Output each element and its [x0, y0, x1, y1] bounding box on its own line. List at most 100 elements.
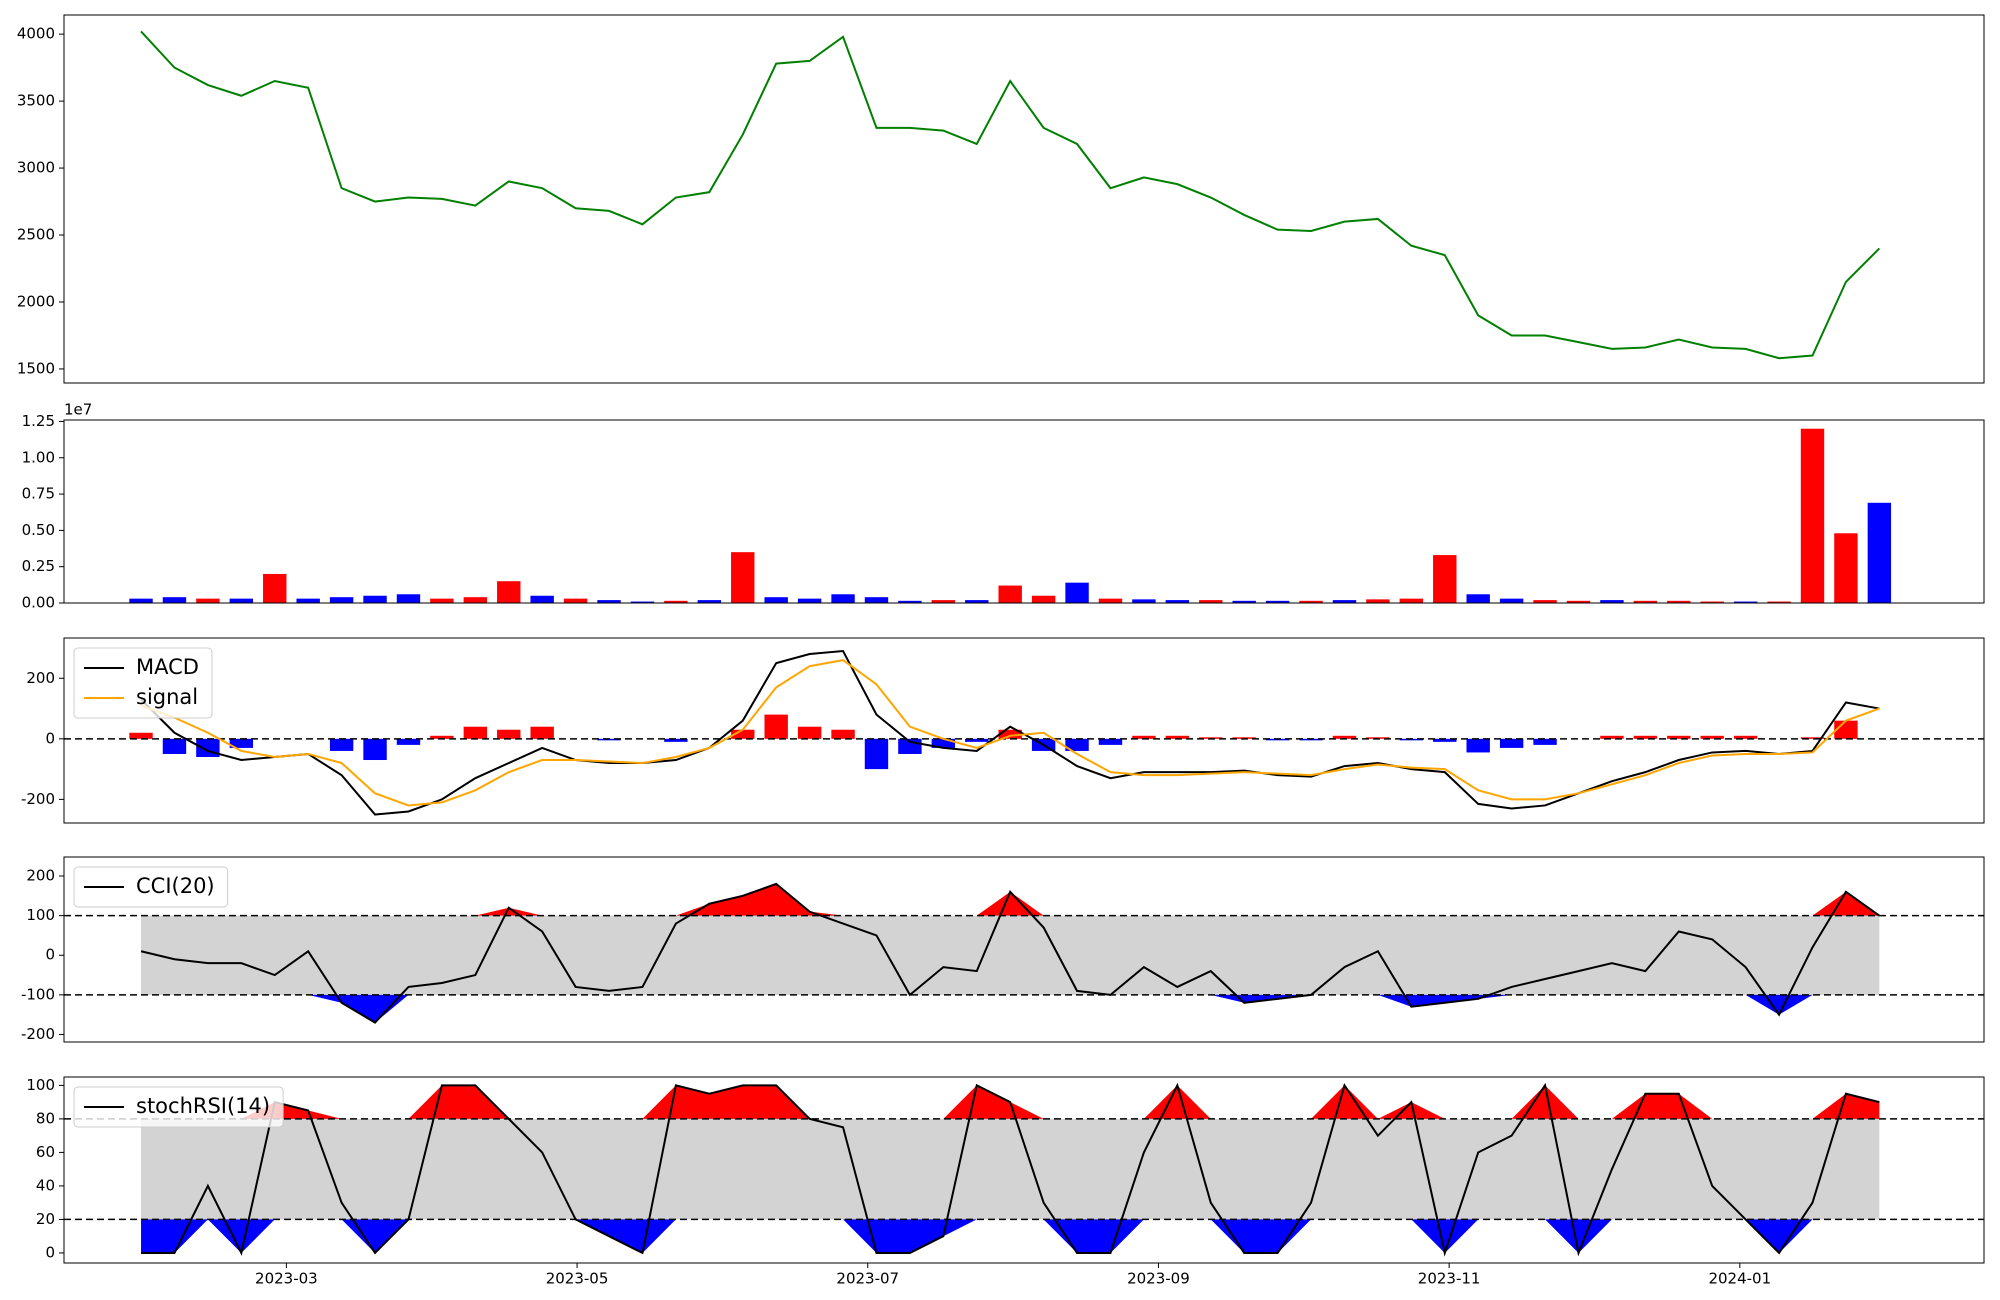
- y-tick-label: 20: [36, 1210, 55, 1228]
- y-tick-label: 80: [36, 1109, 55, 1127]
- y-tick-label: 3500: [17, 92, 55, 110]
- band: [141, 915, 1880, 995]
- band: [141, 1118, 1880, 1220]
- legend-label: CCI(20): [136, 874, 215, 898]
- bar: [1600, 600, 1624, 603]
- bar: [129, 598, 153, 603]
- bar: [1232, 600, 1256, 603]
- bar: [1199, 737, 1223, 739]
- bar: [731, 729, 755, 739]
- panel: 0 20 40 60 80 100 2023-03 2023-05 2023-07 2023-09…: [26, 1076, 1985, 1288]
- x-tick-label: 2023-03: [255, 1270, 318, 1288]
- bar: [463, 726, 488, 739]
- y-tick-label: 0: [45, 729, 55, 747]
- bar: [1332, 600, 1357, 603]
- bar: [1800, 428, 1825, 603]
- y-tick-label: 0: [45, 1243, 55, 1261]
- bar: [530, 726, 554, 739]
- bar: [430, 598, 454, 603]
- x-tick-label: 2024-01: [1708, 1270, 1771, 1288]
- x-tick-label: 2023-05: [546, 1270, 609, 1288]
- y-tick-label: 0.75: [22, 485, 55, 503]
- y-tick-label: 0: [45, 946, 55, 964]
- bar: [329, 597, 354, 603]
- legend-box: [73, 647, 213, 719]
- bar: [965, 600, 989, 603]
- bar: [1399, 598, 1424, 603]
- bar: [831, 729, 855, 739]
- y-tick-label: 0.00: [22, 594, 55, 612]
- bar: [1065, 738, 1089, 751]
- bar: [396, 594, 421, 603]
- plot-area: [64, 1082, 1984, 1257]
- bar: [1098, 738, 1123, 745]
- legend-label: stochRSI(14): [136, 1094, 270, 1118]
- bar: [965, 738, 989, 742]
- axes-frame: [63, 637, 1985, 824]
- oversold-fill: [141, 1219, 1880, 1253]
- bar: [931, 738, 956, 748]
- bar: [329, 738, 354, 751]
- bar: [1433, 738, 1457, 742]
- bar: [129, 732, 153, 739]
- bar: [797, 726, 822, 739]
- y-tick-label: 200: [26, 669, 55, 687]
- bar: [1098, 598, 1123, 603]
- bar: [1566, 600, 1591, 603]
- axes-frame: [63, 419, 1985, 604]
- bar: [1065, 582, 1089, 603]
- y-tick-label: 2000: [17, 292, 55, 310]
- y-tick-label: -200: [21, 1025, 55, 1043]
- bar: [1433, 555, 1457, 603]
- bar: [1366, 599, 1390, 603]
- bar: [497, 729, 521, 739]
- bar: [1834, 533, 1858, 603]
- bar: [898, 600, 922, 603]
- y-tick-label: 4000: [17, 25, 55, 43]
- legend: stochRSI(14): [73, 1086, 284, 1128]
- x-tick-label: 2023-09: [1127, 1270, 1190, 1288]
- line: [140, 659, 1880, 807]
- line: [140, 30, 1881, 360]
- bar: [797, 598, 822, 603]
- bar: [363, 595, 387, 603]
- y-tick-label: 1.25: [22, 412, 55, 430]
- panel: -200 0 200 MACD signal: [21, 637, 1985, 824]
- axes-frame: [63, 14, 1985, 384]
- bar: [1165, 600, 1190, 603]
- bar: [1499, 598, 1524, 603]
- oversold-fill: [141, 994, 1880, 1023]
- bar: [731, 552, 755, 603]
- y-tick-label: 3000: [17, 159, 55, 177]
- line: [141, 1082, 1880, 1257]
- bar: [396, 738, 421, 745]
- y-tick-label: -200: [21, 790, 55, 808]
- bar: [998, 585, 1022, 603]
- x-tick-label: 2023-07: [836, 1270, 899, 1288]
- bar: [1132, 735, 1156, 739]
- bar: [764, 597, 788, 603]
- y-tick-label: -100: [21, 985, 55, 1003]
- bar: [630, 601, 655, 603]
- y-tick-label: 1.00: [22, 448, 55, 466]
- plot-area: [129, 428, 1892, 603]
- bar: [162, 738, 187, 754]
- bar: [1733, 601, 1758, 603]
- legend-box: [73, 1086, 284, 1128]
- bar: [1633, 735, 1658, 739]
- bar: [764, 714, 788, 739]
- bar: [196, 738, 220, 757]
- legend-label: signal: [136, 685, 198, 709]
- bar: [1466, 594, 1490, 603]
- legend: MACD signal: [73, 647, 213, 719]
- bar: [831, 594, 855, 603]
- bar: [931, 600, 956, 603]
- bar: [1667, 600, 1691, 603]
- bar: [1299, 738, 1323, 741]
- bar: [1533, 738, 1557, 745]
- y-tick-label: 200: [26, 867, 55, 885]
- bar: [1867, 502, 1892, 603]
- plot-area: [64, 649, 1984, 816]
- legend-label: MACD: [136, 655, 199, 679]
